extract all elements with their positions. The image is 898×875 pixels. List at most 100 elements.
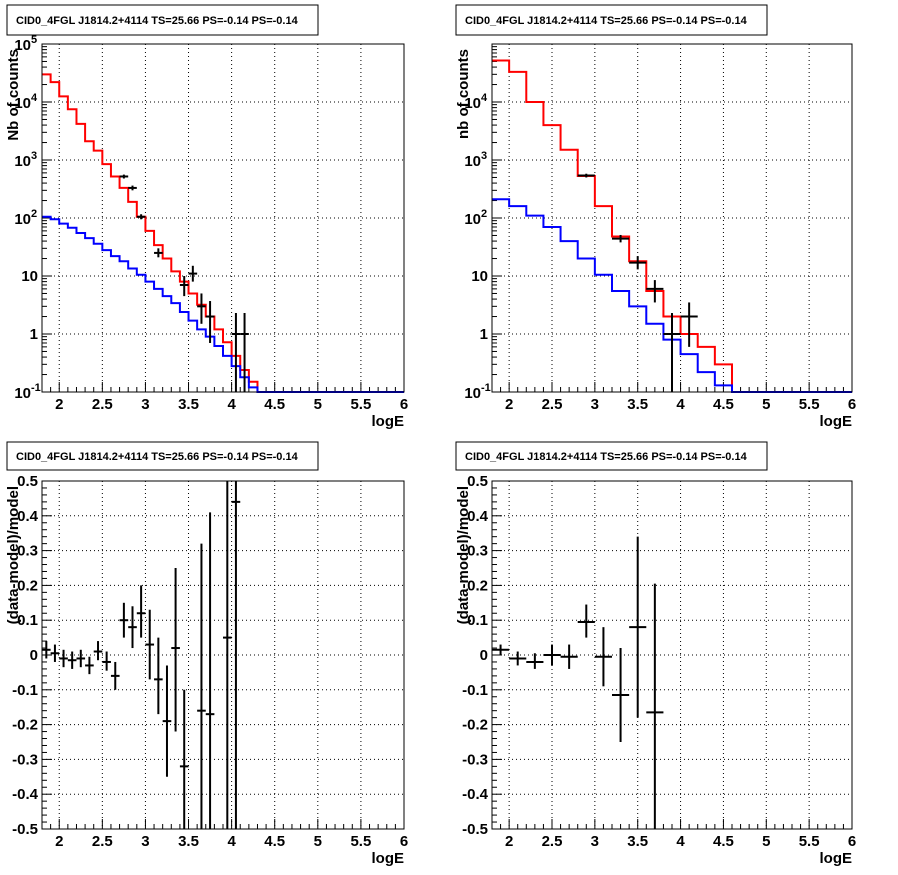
x-axis-label: logE — [372, 850, 405, 867]
x-tick-label: 5 — [762, 833, 770, 850]
chart-panel-2: CID0_4FGL J1814.2+4114 TS=25.66 PS=-0.14… — [455, 4, 856, 430]
data-point — [145, 609, 155, 680]
y-axis-label: (data-model)/model — [5, 486, 22, 624]
plot-frame — [41, 480, 405, 830]
y-tick-label: -0.1 — [12, 682, 38, 699]
chart-panel-1: CID0_4FGL J1814.2+4114 TS=25.66 PS=-0.14… — [5, 4, 408, 430]
data-point — [85, 656, 94, 675]
data-point — [76, 649, 86, 668]
x-tick-label: 4 — [227, 833, 236, 850]
y-tick-label: -0.5 — [462, 821, 488, 838]
data-point — [577, 173, 595, 178]
data-point — [188, 265, 198, 282]
chart-title-box — [6, 4, 319, 36]
y-tick-label: 1 — [480, 326, 488, 343]
plot-frame — [491, 480, 853, 830]
x-tick-label: 5.5 — [350, 396, 371, 413]
data-point — [42, 641, 51, 659]
y-tick-label-exponent: 2 — [31, 208, 37, 220]
histogram-series-2 — [492, 198, 852, 393]
y-tick-label: 10 — [14, 385, 31, 402]
x-tick-label: 4.5 — [713, 833, 734, 850]
data-point — [162, 665, 172, 777]
x-axis-label: logE — [820, 850, 853, 867]
plot-frame — [41, 43, 405, 393]
y-tick-label: 10 — [14, 95, 31, 112]
y-tick-label-exponent: 3 — [31, 150, 37, 162]
x-tick-label: 4 — [227, 396, 236, 413]
x-tick-label: 3.5 — [627, 396, 648, 413]
data-point — [67, 651, 77, 669]
x-tick-label: 5.5 — [799, 396, 820, 413]
y-axis-label: Nb of counts — [5, 49, 22, 141]
x-tick-label: 2.5 — [542, 833, 563, 850]
data-point — [680, 302, 698, 347]
y-tick-label: 0.2 — [467, 577, 488, 594]
data-point — [492, 644, 510, 655]
y-tick-label-exponent: 2 — [481, 208, 487, 220]
y-tick-label-exponent: 3 — [481, 150, 487, 162]
data-point — [59, 649, 68, 668]
data-point — [50, 644, 60, 662]
x-tick-label: 4 — [676, 833, 685, 850]
data-point — [136, 585, 146, 638]
data-point — [560, 644, 578, 669]
y-tick-label: -0.3 — [12, 751, 38, 768]
x-tick-label: 3.5 — [178, 833, 199, 850]
data-point — [197, 543, 206, 829]
data-point — [102, 651, 111, 671]
data-point — [646, 280, 664, 303]
chart-title: CID0_4FGL J1814.2+4114 TS=25.66 PS=-0.14… — [465, 451, 748, 463]
data-point — [171, 568, 180, 732]
x-axis-label: logE — [820, 413, 853, 430]
y-tick-label: 0.1 — [17, 612, 38, 629]
data-point — [93, 641, 103, 661]
y-tick-label: 0.3 — [467, 543, 488, 560]
y-tick-label: -0.2 — [12, 717, 38, 734]
x-tick-label: 4.5 — [264, 396, 285, 413]
x-tick-label: 3 — [141, 833, 149, 850]
x-tick-label: 5 — [762, 396, 770, 413]
x-tick-label: 4 — [676, 396, 685, 413]
y-tick-label-exponent: 4 — [31, 92, 38, 104]
y-axis-label: (data-model)/model — [455, 486, 472, 624]
y-tick-label: 0.1 — [467, 612, 488, 629]
chart-panel-3: CID0_4FGL J1814.2+4114 TS=25.66 PS=-0.14… — [5, 441, 408, 867]
y-tick-label: 10 — [464, 385, 481, 402]
y-tick-label: -0.1 — [462, 682, 488, 699]
x-tick-label: 2 — [55, 396, 63, 413]
histogram-series-2 — [42, 215, 404, 393]
x-tick-label: 5.5 — [799, 833, 820, 850]
data-point — [205, 301, 215, 343]
chart-title: CID0_4FGL J1814.2+4114 TS=25.66 PS=-0.14… — [16, 451, 299, 463]
x-tick-label: 5 — [314, 396, 322, 413]
data-point — [231, 313, 241, 392]
y-tick-label: 0.4 — [17, 508, 39, 525]
x-tick-label: 2 — [505, 833, 513, 850]
y-tick-label: 0 — [480, 647, 488, 664]
data-point — [240, 313, 249, 392]
y-tick-label: 10 — [14, 37, 31, 54]
chart-title: CID0_4FGL J1814.2+4114 TS=25.66 PS=-0.14… — [465, 15, 748, 27]
data-point — [179, 689, 189, 829]
y-tick-label: 10 — [471, 268, 488, 285]
data-point — [629, 256, 647, 270]
y-tick-label: 10 — [464, 211, 481, 228]
data-point — [646, 583, 664, 829]
x-axis-label: logE — [372, 413, 405, 430]
x-tick-label: 5.5 — [350, 833, 371, 850]
data-point — [612, 234, 630, 243]
data-point — [231, 481, 241, 829]
chart-title-box — [455, 4, 768, 36]
y-tick-label: 0.4 — [467, 508, 489, 525]
y-axis-label: nb of counts — [455, 49, 472, 139]
x-tick-label: 6 — [400, 396, 408, 413]
y-tick-label: -0.2 — [462, 717, 488, 734]
chart-panel-4: CID0_4FGL J1814.2+4114 TS=25.66 PS=-0.14… — [455, 441, 856, 867]
y-tick-label: 0.5 — [467, 473, 488, 490]
y-tick-label: 10 — [14, 153, 31, 170]
chart-title: CID0_4FGL J1814.2+4114 TS=25.66 PS=-0.14… — [16, 15, 299, 27]
y-tick-label: 1 — [30, 326, 38, 343]
y-tick-label: -0.4 — [12, 786, 39, 803]
